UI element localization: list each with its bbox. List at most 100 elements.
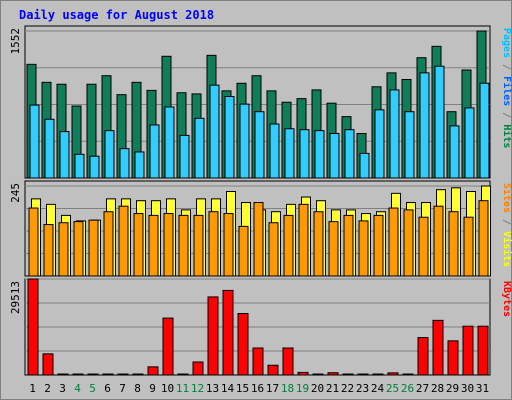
bar-visits-sites-1 bbox=[28, 207, 39, 277]
bar-visits-sites-24 bbox=[373, 214, 384, 277]
bar-visits-sites-18 bbox=[283, 214, 294, 277]
bar-visits-sites-27 bbox=[418, 216, 429, 277]
x-tick-label-25: 25 bbox=[386, 382, 399, 395]
x-tick-label-22: 22 bbox=[341, 382, 354, 395]
legend-kbytes-part-0: KBytes bbox=[501, 281, 512, 317]
bar-kbytes-kbytes-1 bbox=[27, 278, 39, 376]
bar-hits-pages-1 bbox=[29, 104, 40, 179]
bar-hits-pages-16 bbox=[254, 111, 265, 179]
bar-visits-sites-4 bbox=[73, 221, 84, 277]
bar-hits-pages-19 bbox=[299, 129, 310, 179]
x-tick-label-26: 26 bbox=[401, 382, 414, 395]
bar-visits-sites-28 bbox=[433, 205, 444, 277]
bar-hits-pages-2 bbox=[44, 118, 55, 179]
bar-kbytes-kbytes-5 bbox=[87, 373, 99, 376]
x-tick-label-19: 19 bbox=[296, 382, 309, 395]
panel-visits: 245 Sites / Visits bbox=[9, 180, 512, 277]
bar-kbytes-kbytes-28 bbox=[432, 319, 444, 376]
x-tick-label-20: 20 bbox=[311, 382, 324, 395]
bar-visits-sites-9 bbox=[148, 214, 159, 277]
bar-hits-pages-23 bbox=[359, 152, 370, 179]
bar-visits-sites-19 bbox=[298, 203, 309, 277]
bar-kbytes-kbytes-24 bbox=[372, 373, 384, 376]
x-tick-label-7: 7 bbox=[119, 382, 126, 395]
bar-hits-pages-7 bbox=[119, 148, 130, 179]
bar-kbytes-kbytes-23 bbox=[357, 373, 369, 376]
bar-visits-sites-31 bbox=[478, 200, 489, 277]
bar-hits-pages-27 bbox=[419, 72, 430, 179]
x-tick-label-17: 17 bbox=[266, 382, 279, 395]
x-tick-label-28: 28 bbox=[431, 382, 444, 395]
bar-kbytes-kbytes-22 bbox=[342, 373, 354, 376]
bar-visits-sites-16 bbox=[253, 202, 264, 277]
bar-kbytes-kbytes-12 bbox=[192, 361, 204, 376]
x-tick-label-2: 2 bbox=[44, 382, 51, 395]
ymax-label-hits: 1552 bbox=[9, 28, 22, 55]
legend-hits: Pages / Files / Hits bbox=[501, 28, 512, 148]
bar-hits-pages-31 bbox=[479, 82, 490, 179]
bar-hits-pages-21 bbox=[329, 132, 340, 179]
bar-kbytes-kbytes-20 bbox=[312, 373, 324, 376]
legend-visits-part-0: Sites bbox=[501, 183, 512, 213]
bar-hits-pages-5 bbox=[89, 155, 100, 179]
bar-kbytes-kbytes-18 bbox=[282, 347, 294, 376]
legend-hits-part-3: / bbox=[501, 106, 512, 124]
bar-visits-sites-13 bbox=[208, 211, 219, 277]
x-tick-label-21: 21 bbox=[326, 382, 339, 395]
x-tick-label-16: 16 bbox=[251, 382, 264, 395]
bar-visits-sites-11 bbox=[178, 214, 189, 277]
bar-kbytes-kbytes-30 bbox=[462, 325, 474, 376]
bar-kbytes-kbytes-8 bbox=[132, 373, 144, 376]
bar-kbytes-kbytes-7 bbox=[117, 373, 129, 376]
x-tick-label-11: 11 bbox=[176, 382, 189, 395]
bar-visits-sites-29 bbox=[448, 211, 459, 277]
bar-hits-pages-28 bbox=[434, 65, 445, 179]
x-tick-label-12: 12 bbox=[191, 382, 204, 395]
bar-hits-pages-22 bbox=[344, 129, 355, 179]
bar-hits-pages-24 bbox=[374, 109, 385, 179]
bar-kbytes-kbytes-21 bbox=[327, 372, 339, 376]
bar-visits-sites-5 bbox=[88, 219, 99, 277]
x-tick-label-5: 5 bbox=[89, 382, 96, 395]
x-tick-label-13: 13 bbox=[206, 382, 219, 395]
bar-kbytes-kbytes-19 bbox=[297, 371, 309, 376]
x-tick-label-18: 18 bbox=[281, 382, 294, 395]
bar-visits-sites-15 bbox=[238, 225, 249, 277]
bar-hits-pages-30 bbox=[464, 107, 475, 179]
bar-visits-sites-7 bbox=[118, 205, 129, 277]
ymax-label-kbytes: 29513 bbox=[9, 281, 22, 314]
bar-hits-pages-12 bbox=[194, 117, 205, 179]
x-tick-label-31: 31 bbox=[476, 382, 489, 395]
bar-hits-pages-15 bbox=[239, 103, 250, 179]
bar-kbytes-kbytes-25 bbox=[387, 372, 399, 376]
bar-hits-pages-10 bbox=[164, 106, 175, 179]
bar-hits-pages-6 bbox=[104, 130, 115, 179]
legend-hits-part-2: Files bbox=[501, 76, 512, 106]
bar-visits-sites-30 bbox=[463, 216, 474, 277]
bar-kbytes-kbytes-14 bbox=[222, 289, 234, 376]
bar-visits-sites-20 bbox=[313, 211, 324, 277]
legend-visits: Sites / Visits bbox=[501, 183, 512, 267]
bar-hits-pages-11 bbox=[179, 134, 190, 179]
x-tick-label-23: 23 bbox=[356, 382, 369, 395]
x-tick-label-3: 3 bbox=[59, 382, 66, 395]
bar-visits-sites-21 bbox=[328, 221, 339, 277]
bar-visits-sites-14 bbox=[223, 213, 234, 277]
bar-hits-pages-14 bbox=[224, 96, 235, 179]
bar-kbytes-kbytes-3 bbox=[57, 373, 69, 376]
legend-hits-part-1: / bbox=[501, 58, 512, 76]
bar-kbytes-kbytes-17 bbox=[267, 364, 279, 376]
bar-kbytes-kbytes-16 bbox=[252, 347, 264, 376]
bar-visits-sites-6 bbox=[103, 211, 114, 277]
ymax-label-visits: 245 bbox=[9, 183, 22, 203]
bar-hits-pages-4 bbox=[74, 153, 85, 179]
bar-hits-pages-8 bbox=[134, 151, 145, 179]
bar-visits-sites-17 bbox=[268, 222, 279, 277]
x-tick-label-6: 6 bbox=[104, 382, 111, 395]
x-tick-label-1: 1 bbox=[29, 382, 36, 395]
x-tick-label-10: 10 bbox=[161, 382, 174, 395]
legend-visits-part-2: Visits bbox=[501, 231, 512, 267]
x-tick-label-4: 4 bbox=[74, 382, 81, 395]
bar-hits-pages-29 bbox=[449, 125, 460, 179]
bar-visits-sites-3 bbox=[58, 222, 69, 277]
